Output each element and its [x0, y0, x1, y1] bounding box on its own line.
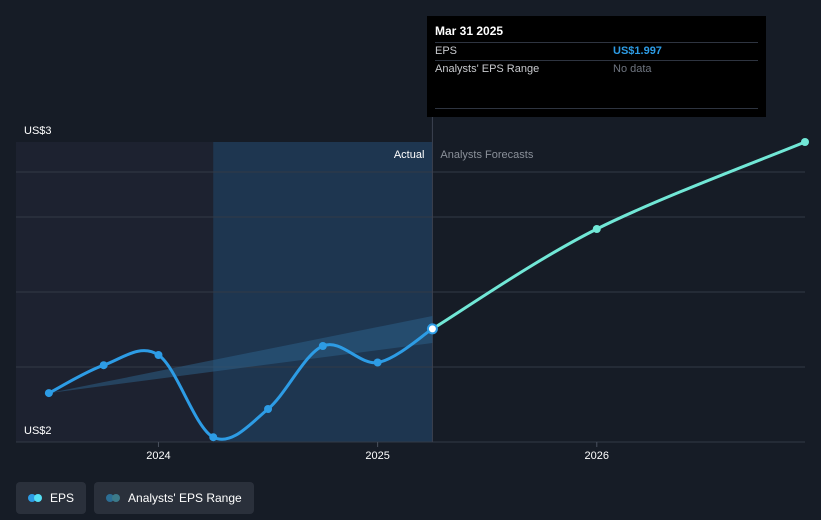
legend-range-button[interactable]: Analysts' EPS Range: [94, 482, 254, 514]
eps-legend-icon: [28, 493, 44, 503]
tooltip: Mar 31 2025 EPS US$1.997 Analysts' EPS R…: [427, 16, 766, 117]
eps-point-6: [373, 358, 382, 367]
eps-point-1: [99, 361, 108, 370]
x-tick-marks: [157, 442, 598, 447]
legend-eps-button[interactable]: EPS: [16, 482, 87, 514]
legend: EPS Analysts' EPS Range: [16, 482, 254, 514]
tooltip-range-value: No data: [613, 63, 652, 75]
tooltip-eps-value: US$1.997: [613, 45, 662, 57]
legend-dot-eps-b: [34, 494, 42, 502]
eps-point-5: [318, 342, 327, 350]
tooltip-eps-label: EPS: [435, 45, 458, 57]
forecast-point-1: [801, 138, 809, 146]
forecast-label: Analysts Forecasts: [440, 149, 533, 161]
eps-point-7: [426, 323, 438, 335]
data-points: [44, 138, 809, 442]
forecast-point-0: [592, 225, 601, 233]
tooltip-date: Mar 31 2025: [435, 24, 504, 38]
actual-label: Actual: [394, 149, 425, 161]
legend-range-label: Analysts' EPS Range: [128, 491, 242, 505]
x-tick-label-2024: 2024: [146, 450, 170, 462]
gridlines: [16, 171, 805, 443]
eps-forecast-line: [430, 140, 807, 331]
x-tick-label-2026: 2026: [585, 450, 609, 462]
tooltip-row-eps: EPS US$1.997: [435, 42, 758, 60]
tooltip-row-range: Analysts' EPS Range No data: [435, 60, 758, 78]
range-legend-icon: [106, 493, 122, 503]
legend-eps-label: EPS: [50, 491, 75, 505]
tooltip-range-label: Analysts' EPS Range: [435, 63, 540, 75]
legend-dot-range-a: [106, 494, 115, 502]
eps-point-4: [264, 405, 273, 413]
analysts-eps-range-band: [48, 316, 433, 394]
eps-point-0: [44, 389, 53, 398]
eps-point-2: [154, 351, 163, 359]
tooltip-divider: [435, 108, 758, 109]
eps-point-3: [209, 433, 218, 442]
y-tick-label-top: US$3: [24, 125, 52, 137]
y-tick-label-bottom: US$2: [24, 425, 52, 437]
eps-line: [47, 327, 434, 441]
legend-dot-eps-a: [28, 494, 36, 502]
x-tick-label-2025: 2025: [365, 450, 389, 462]
legend-dot-range-b: [112, 494, 121, 502]
